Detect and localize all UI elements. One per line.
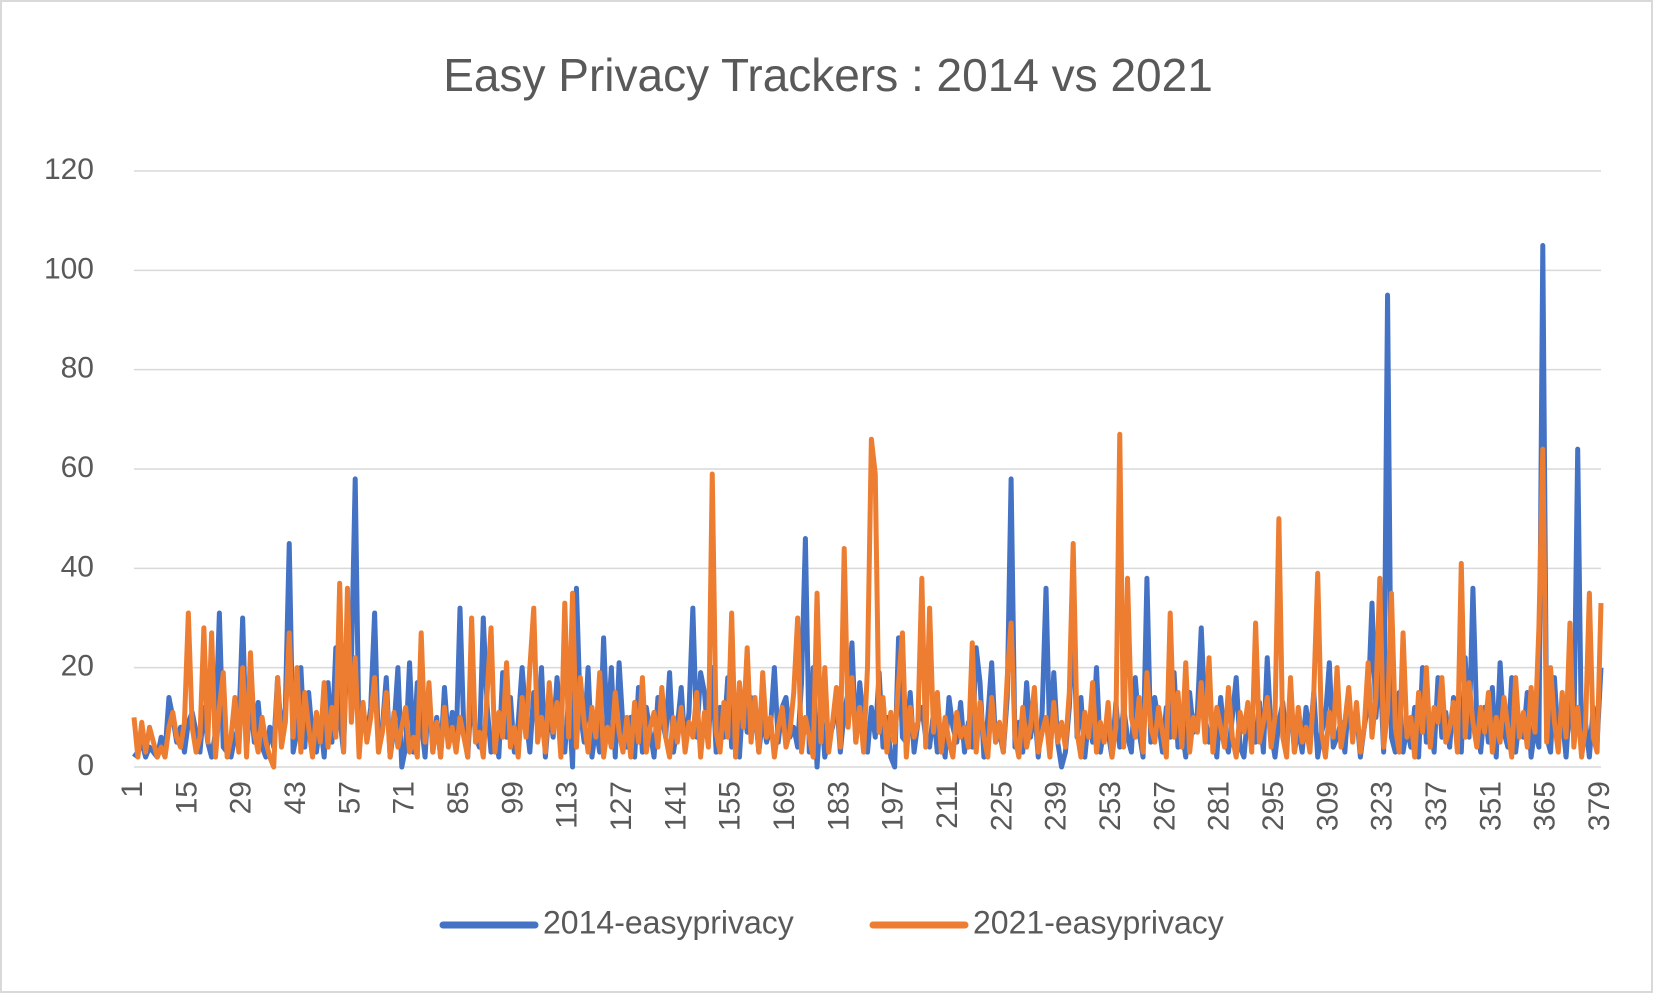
y-tick-label: 40: [61, 550, 94, 583]
x-tick-label: 113: [551, 781, 584, 829]
x-tick-label: 365: [1529, 781, 1562, 831]
legend-label: 2014-easyprivacy: [543, 904, 794, 940]
x-tick-label: 351: [1474, 781, 1507, 831]
x-tick-label: 225: [985, 781, 1018, 831]
x-tick-label: 211: [931, 781, 964, 829]
y-tick-label: 80: [61, 352, 94, 385]
x-tick-label: 127: [605, 781, 638, 831]
x-tick-label: 309: [1311, 781, 1344, 831]
x-tick-label: 281: [1203, 781, 1236, 831]
x-tick-label: 99: [496, 781, 529, 814]
x-tick-label: 253: [1094, 781, 1127, 831]
legend-label: 2021-easyprivacy: [973, 904, 1224, 940]
x-tick-label: 57: [333, 781, 366, 814]
x-tick-label: 29: [225, 781, 258, 814]
y-tick-label: 100: [44, 252, 94, 285]
chart-title: Easy Privacy Trackers : 2014 vs 2021: [443, 49, 1213, 101]
x-tick-label: 85: [442, 781, 475, 814]
x-tick-label: 141: [659, 781, 692, 831]
series-line: [131, 431, 1604, 770]
x-tick-label: 71: [388, 781, 421, 814]
x-tick-label: 15: [170, 781, 203, 814]
y-tick-label: 20: [61, 650, 94, 683]
y-tick-label: 60: [61, 451, 94, 484]
x-tick-label: 323: [1366, 781, 1399, 831]
x-tick-label: 197: [877, 781, 910, 831]
x-tick-label: 379: [1583, 781, 1616, 831]
x-tick-label: 169: [768, 781, 801, 831]
y-tick-label: 0: [77, 749, 94, 782]
x-tick-label: 267: [1148, 781, 1181, 831]
x-tick-label: 337: [1420, 781, 1453, 831]
x-tick-label: 183: [822, 781, 855, 831]
y-tick-label: 120: [44, 153, 94, 186]
x-tick-label: 1: [116, 781, 149, 798]
x-tick-label: 155: [714, 781, 747, 831]
x-tick-label: 43: [279, 781, 312, 814]
x-tick-label: 239: [1040, 781, 1073, 831]
x-tick-label: 295: [1257, 781, 1290, 831]
